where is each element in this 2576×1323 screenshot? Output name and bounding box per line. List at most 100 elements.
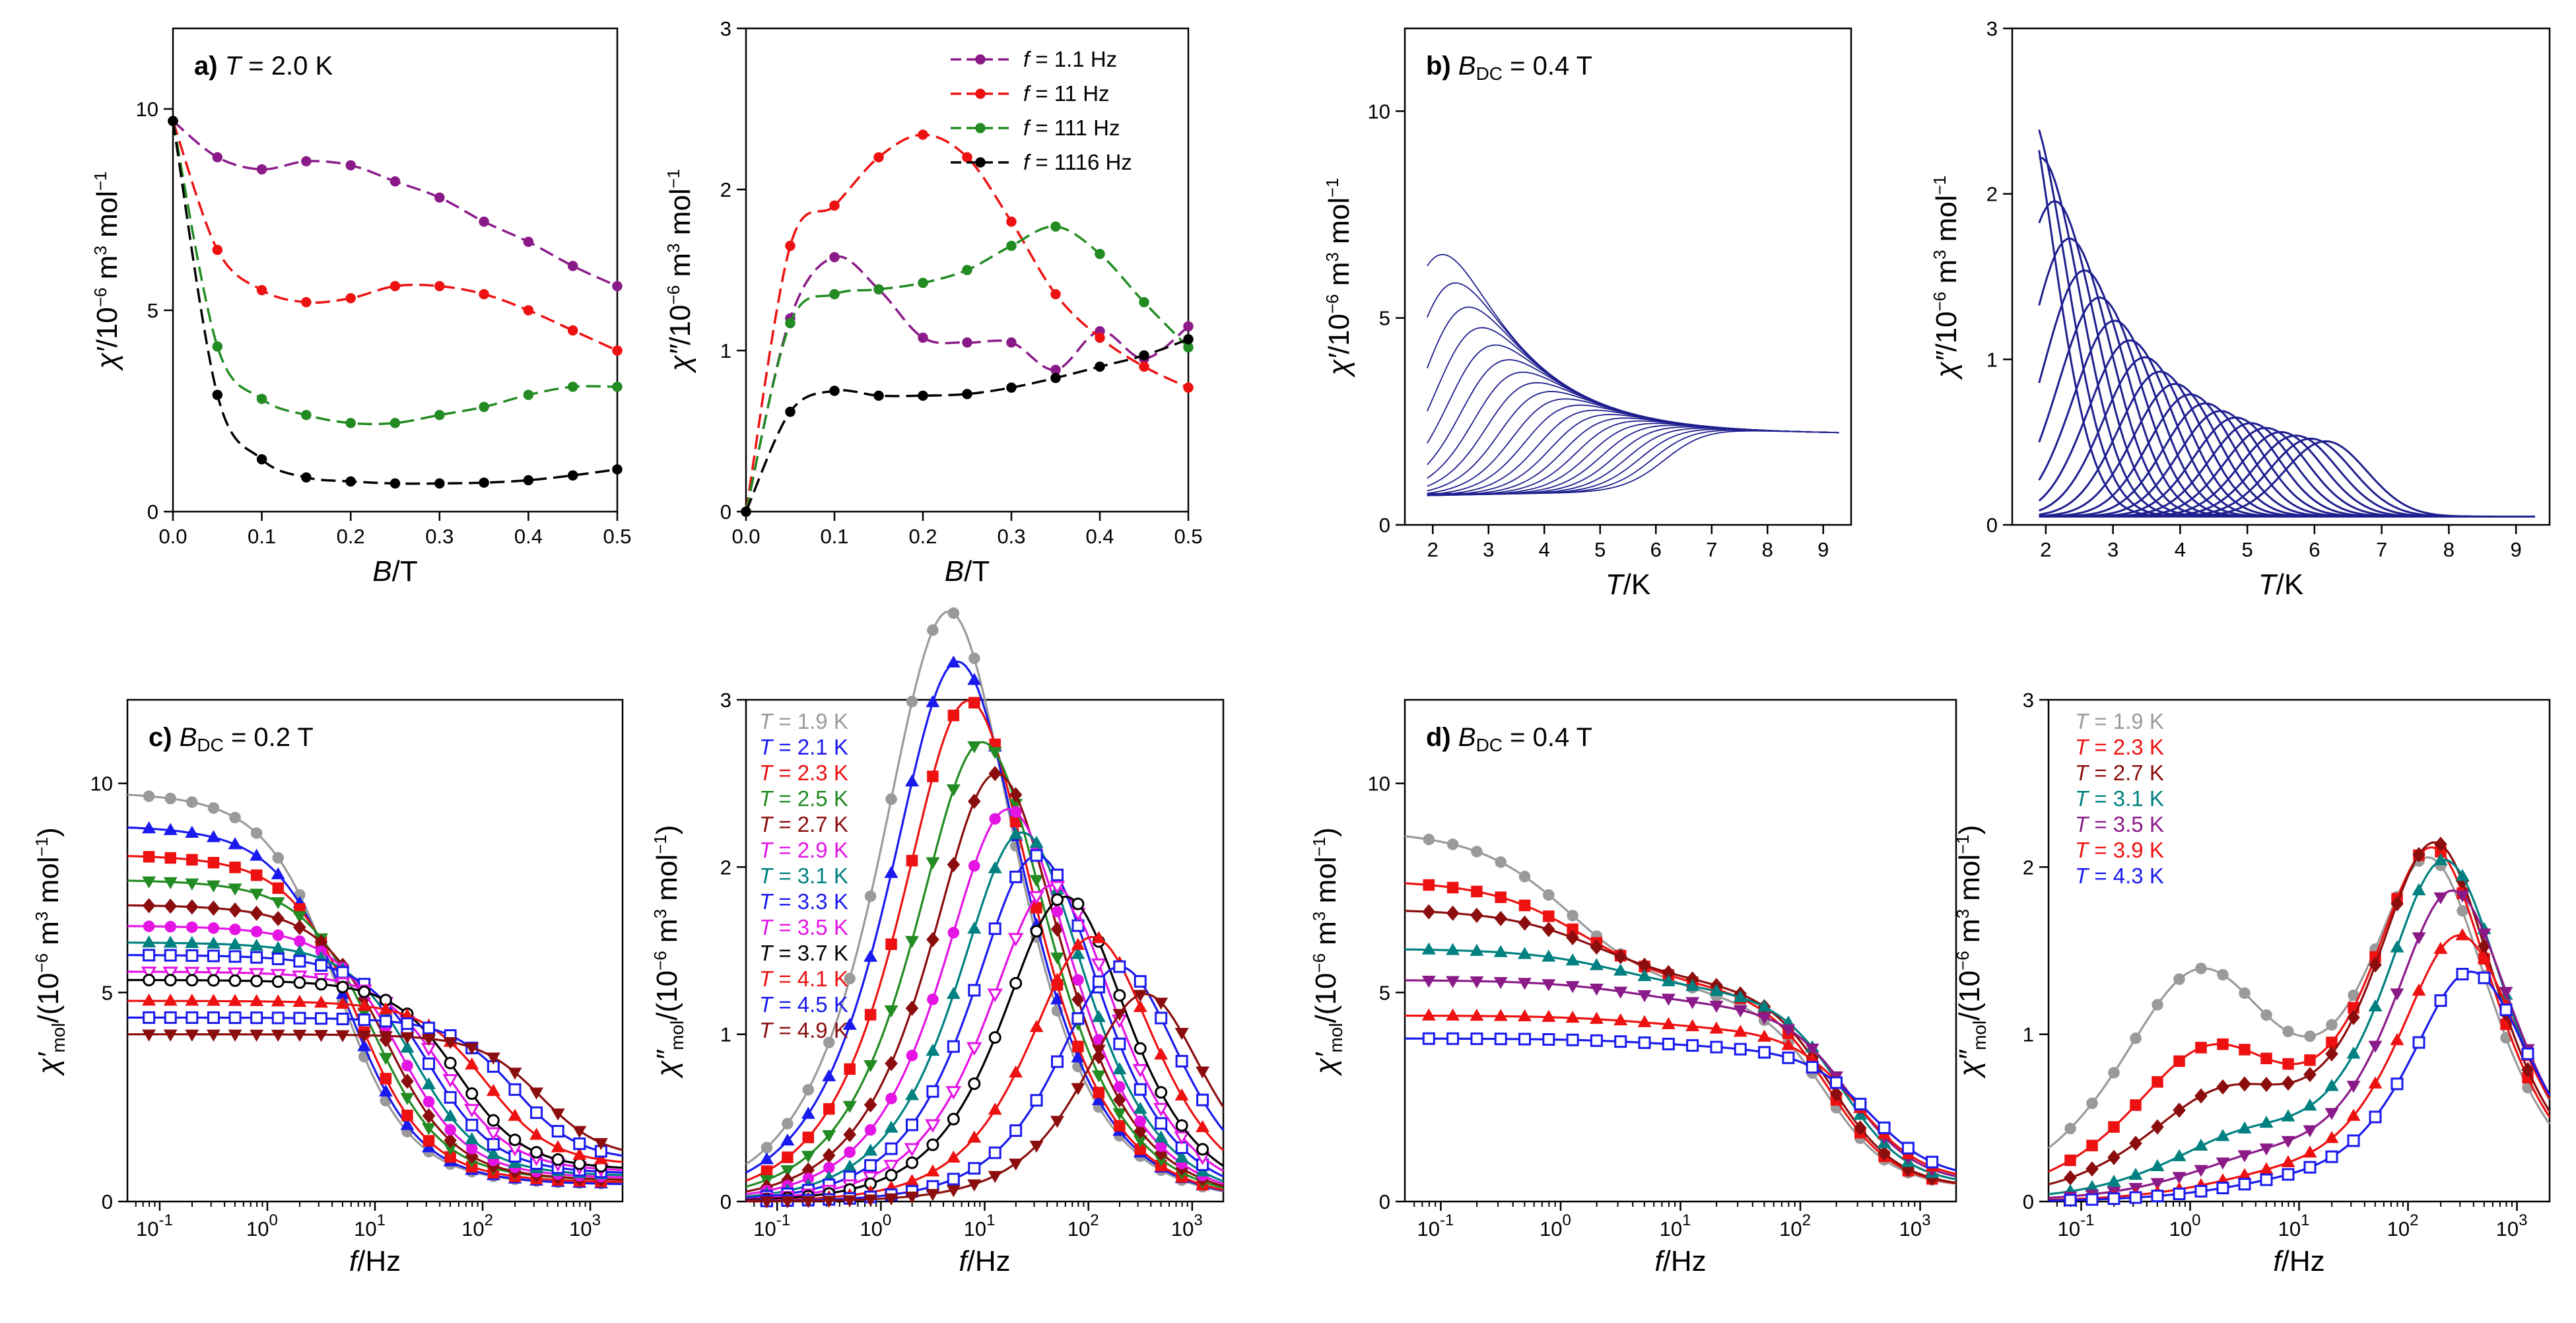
data-point (1423, 879, 1435, 891)
data-point (2390, 896, 2404, 912)
panel-title: b) BDC = 0.4 T (1426, 51, 1592, 84)
data-point (918, 390, 928, 401)
data-point (1782, 1051, 1795, 1064)
data-point (962, 152, 972, 162)
data-point (906, 1050, 918, 1062)
data-point (164, 949, 177, 962)
data-point (1095, 332, 1105, 343)
data-point (1757, 1012, 1772, 1025)
y-tick-label: 1 (720, 339, 731, 362)
x-tick-label: 0.3 (425, 525, 454, 548)
data-point (1112, 1108, 1127, 1121)
data-point (2433, 892, 2448, 904)
data-point (250, 905, 263, 921)
panel-b2: 2 3 4 5 6 7 8 9 0 1 2 3 T/K χ″/10−6 m3 mol−1 (1930, 17, 2551, 601)
data-point (1155, 1086, 1168, 1099)
data-point (1518, 871, 1531, 883)
data-point (988, 1102, 1002, 1115)
y-tick-label: 2 (2023, 856, 2034, 879)
data-point (1093, 1087, 1105, 1099)
data-point (864, 890, 877, 902)
data-point (1685, 978, 1700, 992)
data-point (926, 857, 940, 869)
data-point (2173, 1055, 2185, 1068)
data-point (780, 1133, 795, 1146)
data-point (782, 1151, 794, 1163)
data-point (271, 941, 285, 953)
data-point (988, 922, 1001, 935)
data-point (906, 854, 918, 867)
data-point (2499, 1003, 2513, 1017)
data-point (423, 1135, 435, 1147)
data-point (842, 1017, 857, 1030)
data-point (335, 996, 350, 1009)
data-point (823, 1103, 835, 1115)
data-point (400, 1032, 415, 1044)
data-point (163, 1029, 178, 1042)
data-point (885, 793, 897, 805)
data-point (1196, 1143, 1209, 1156)
x-tick-label: 6 (2309, 538, 2320, 561)
data-point (1030, 925, 1043, 938)
data-point (207, 974, 220, 987)
series-line (745, 338, 1189, 512)
fit-line (1404, 948, 1957, 1180)
data-point (186, 899, 199, 915)
data-point (885, 1056, 898, 1071)
x-axis-label: T/K (1606, 568, 1650, 601)
series-line (745, 133, 1189, 512)
data-point (1051, 906, 1064, 918)
data-point (186, 921, 198, 933)
data-point (1133, 1101, 1147, 1114)
data-point (250, 848, 264, 861)
panel-d1: 10-1 100 101 102 103 0 5 10 f/Hz χ′mol/(10−6 m3 m… (1309, 698, 1957, 1277)
data-point (2369, 1110, 2382, 1124)
data-point (2281, 1136, 2295, 1148)
data-point (357, 1039, 372, 1052)
data-point (2282, 1168, 2295, 1181)
data-point (271, 952, 285, 965)
data-point (2369, 957, 2382, 973)
data-point (250, 951, 263, 964)
data-point (293, 920, 306, 935)
data-point (947, 1172, 960, 1186)
data-point (2390, 1077, 2404, 1091)
x-tick-label: 0.0 (731, 525, 760, 548)
data-point (271, 975, 285, 988)
data-point (271, 1011, 285, 1025)
x-tick-label: 0.2 (337, 525, 365, 548)
data-point (444, 1124, 456, 1136)
data-point (390, 281, 401, 292)
data-point (314, 1012, 327, 1025)
data-point (966, 1042, 982, 1056)
data-point (2433, 853, 2448, 865)
data-point (904, 1191, 919, 1204)
data-point (186, 974, 199, 987)
data-point (1133, 990, 1147, 1002)
data-point (487, 1114, 500, 1127)
data-point (904, 935, 919, 949)
data-point (400, 1040, 415, 1053)
data-point (1589, 983, 1604, 996)
data-point (2107, 1149, 2120, 1165)
fit-line (127, 826, 623, 1186)
data-point (1422, 904, 1436, 920)
data-point (2107, 1192, 2120, 1205)
data-point (829, 200, 840, 211)
data-point (905, 1118, 918, 1132)
x-tick-label: 2 (2040, 538, 2051, 561)
data-point (1613, 949, 1627, 965)
data-point (250, 1029, 264, 1042)
data-point (918, 129, 928, 140)
data-point (2412, 932, 2426, 945)
data-point (228, 950, 242, 963)
x-tick-label: 102 (1779, 1211, 1811, 1240)
data-point (926, 1085, 939, 1098)
data-point (401, 1017, 414, 1031)
fit-line (2048, 846, 2551, 1173)
data-point (271, 867, 285, 879)
data-point (1155, 1011, 1168, 1025)
data-point (248, 968, 265, 982)
data-point (345, 476, 356, 487)
